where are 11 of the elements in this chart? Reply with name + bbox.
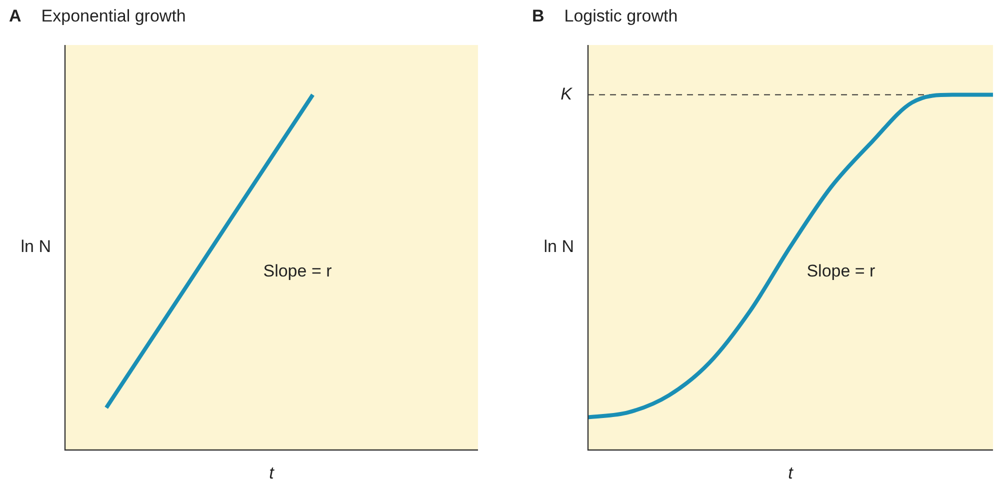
annotation: Slope = r [806,261,876,280]
chart-subtitle: Logistic growth [564,6,678,26]
ref-line-label: K [560,84,573,104]
chart-title: B [532,6,544,26]
x-axis-title: t [788,464,794,483]
y-axis-title: ln N [20,237,51,256]
y-axis-title: ln N [544,237,574,256]
chart-subtitle: Exponential growth [41,6,186,26]
x-axis-title: t [269,464,276,483]
chart-title: A [9,6,22,26]
annotation: Slope = r [263,261,332,280]
